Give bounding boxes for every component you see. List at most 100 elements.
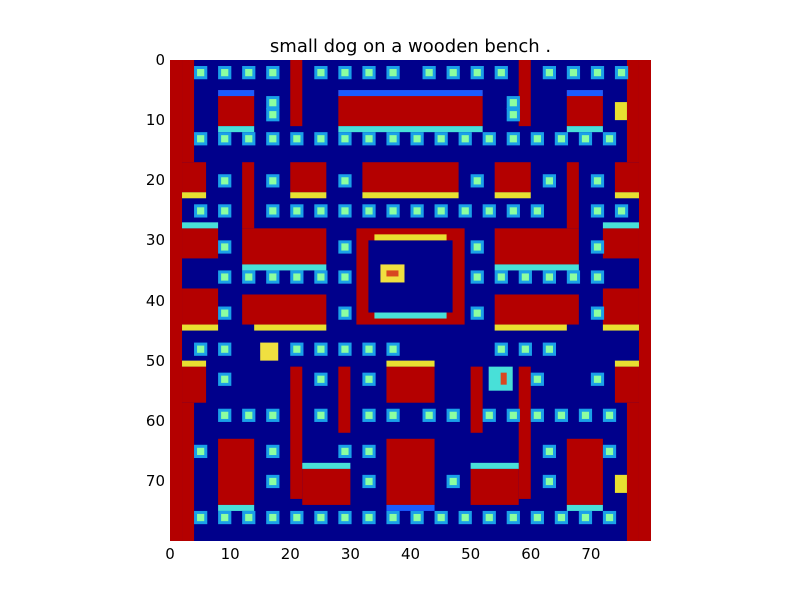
pellet-core: [461, 135, 469, 143]
pellet-core: [557, 513, 566, 522]
pellet-core: [365, 513, 373, 522]
pellet-core: [341, 513, 349, 522]
pellet-core: [521, 345, 529, 353]
pellet-core: [425, 411, 433, 419]
right-outer-wall: [638, 60, 651, 541]
ghost-house-edge: [374, 312, 447, 319]
pellet-core: [593, 177, 602, 185]
y-tick-label: 50: [145, 351, 165, 370]
pellet-core: [509, 207, 517, 215]
pellet-core: [413, 135, 421, 143]
x-tick-label: 40: [400, 545, 421, 563]
pellet-core: [545, 345, 553, 353]
wall-edge: [254, 324, 327, 331]
pellet-core: [245, 135, 253, 143]
pellet-core: [449, 477, 457, 486]
pellet-core: [437, 513, 445, 522]
wall-block: [386, 366, 435, 403]
wall-block: [566, 162, 579, 229]
pellet-core: [365, 375, 373, 383]
wall-edge: [242, 264, 327, 271]
pellet-core: [461, 207, 469, 215]
pellet-core: [605, 513, 614, 522]
pellet-core: [341, 135, 349, 143]
left-lower-wall: [182, 402, 195, 541]
wall-edge: [386, 504, 435, 511]
pellet-core: [269, 447, 277, 456]
pellet-core: [269, 177, 277, 185]
pellet-core: [341, 309, 349, 317]
pellet-core: [245, 513, 253, 522]
pellet-core: [545, 477, 553, 486]
pellet-core: [389, 411, 397, 419]
wall-edge: [218, 126, 255, 133]
pellet-core: [557, 411, 566, 419]
pellet-core: [425, 69, 433, 77]
wall-block: [182, 162, 207, 193]
wall-block: [614, 366, 639, 403]
pellet-core: [389, 207, 397, 215]
wall-block: [242, 294, 327, 325]
wall-block: [182, 288, 219, 325]
wall-edge: [386, 360, 435, 367]
pellet-core: [389, 135, 397, 143]
pellet-core: [533, 375, 541, 383]
pellet-core: [593, 243, 602, 251]
pellet-core: [581, 135, 590, 143]
pellet-core: [365, 345, 373, 353]
pellet-core: [221, 513, 229, 522]
pellet-core: [293, 273, 301, 281]
wall-block: [242, 228, 327, 265]
pellet-core: [545, 177, 553, 185]
pellet-core: [509, 135, 517, 143]
pellet-core: [497, 273, 505, 281]
pellet-core: [221, 69, 229, 77]
wall-edge: [338, 126, 483, 133]
pellet-core: [389, 513, 397, 522]
pellet-core: [569, 273, 578, 281]
pellet-core: [341, 273, 349, 281]
y-tick-label: 60: [145, 411, 165, 430]
pellet-core: [365, 477, 373, 486]
pellet-core: [413, 207, 421, 215]
pellet-core: [269, 69, 277, 77]
wall-edge: [182, 324, 219, 331]
wall-edge: [494, 192, 531, 199]
x-tick-label: 20: [280, 545, 300, 563]
wall-block: [362, 162, 459, 193]
x-tick-label: 50: [461, 545, 481, 563]
wall-edge: [494, 264, 579, 271]
pellet-core: [341, 345, 349, 353]
pellet-core: [497, 69, 505, 77]
pellet-core: [269, 273, 277, 281]
pellet-core: [593, 207, 602, 215]
wall-block: [302, 468, 351, 505]
pellet-core: [485, 207, 493, 215]
pellet-core: [245, 273, 253, 281]
ghost-right: [488, 366, 513, 391]
pellet-core: [365, 447, 373, 456]
pellet-core: [617, 69, 626, 77]
pellet-core: [197, 135, 205, 143]
pellet-core: [605, 135, 614, 143]
wall-edge: [182, 192, 207, 199]
pellet-core: [197, 345, 205, 353]
pellet-core: [197, 207, 205, 215]
pellet-core: [461, 513, 469, 522]
x-tick-label: 10: [220, 545, 240, 563]
pellet-core: [533, 513, 541, 522]
wall-block: [470, 366, 483, 433]
pellet-core: [365, 411, 373, 419]
pellet-core: [413, 513, 421, 522]
wall-block: [602, 288, 639, 325]
pellet-core: [317, 69, 325, 77]
wall-block: [386, 438, 435, 505]
wall-block: [290, 366, 303, 499]
wall-block: [518, 60, 531, 127]
wall-edge: [182, 222, 219, 229]
pellet-core: [197, 513, 205, 522]
y-tick-label: 20: [145, 171, 165, 190]
wall-edge: [566, 90, 603, 97]
pellet-core: [221, 375, 229, 383]
pellet-core: [389, 345, 397, 353]
